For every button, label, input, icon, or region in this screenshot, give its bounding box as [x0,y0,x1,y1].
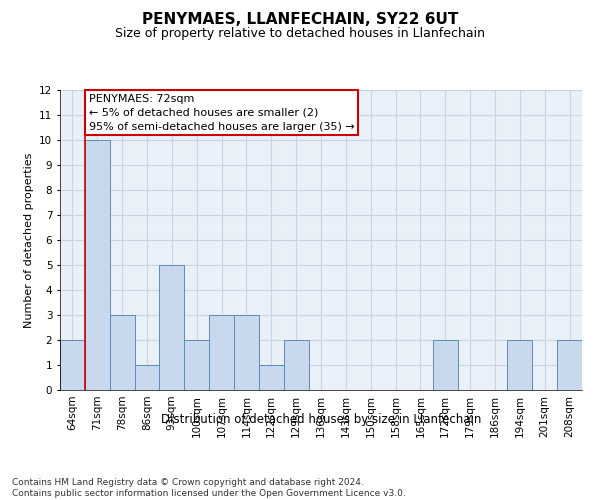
Bar [184,340,209,390]
Text: Contains HM Land Registry data © Crown copyright and database right 2024.
Contai: Contains HM Land Registry data © Crown c… [12,478,406,498]
Bar [134,365,160,390]
Bar [60,340,85,390]
Text: Size of property relative to detached houses in Llanfechain: Size of property relative to detached ho… [115,28,485,40]
Bar [234,315,259,390]
Bar [85,140,110,390]
Bar [259,365,284,390]
Bar [433,340,458,390]
Text: PENYMAES: 72sqm
← 5% of detached houses are smaller (2)
95% of semi-detached hou: PENYMAES: 72sqm ← 5% of detached houses … [89,94,355,132]
Bar [160,265,184,390]
Bar [209,315,234,390]
Y-axis label: Number of detached properties: Number of detached properties [23,152,34,328]
Bar [557,340,582,390]
Text: PENYMAES, LLANFECHAIN, SY22 6UT: PENYMAES, LLANFECHAIN, SY22 6UT [142,12,458,28]
Bar [284,340,308,390]
Text: Distribution of detached houses by size in Llanfechain: Distribution of detached houses by size … [161,412,481,426]
Bar [508,340,532,390]
Bar [110,315,134,390]
